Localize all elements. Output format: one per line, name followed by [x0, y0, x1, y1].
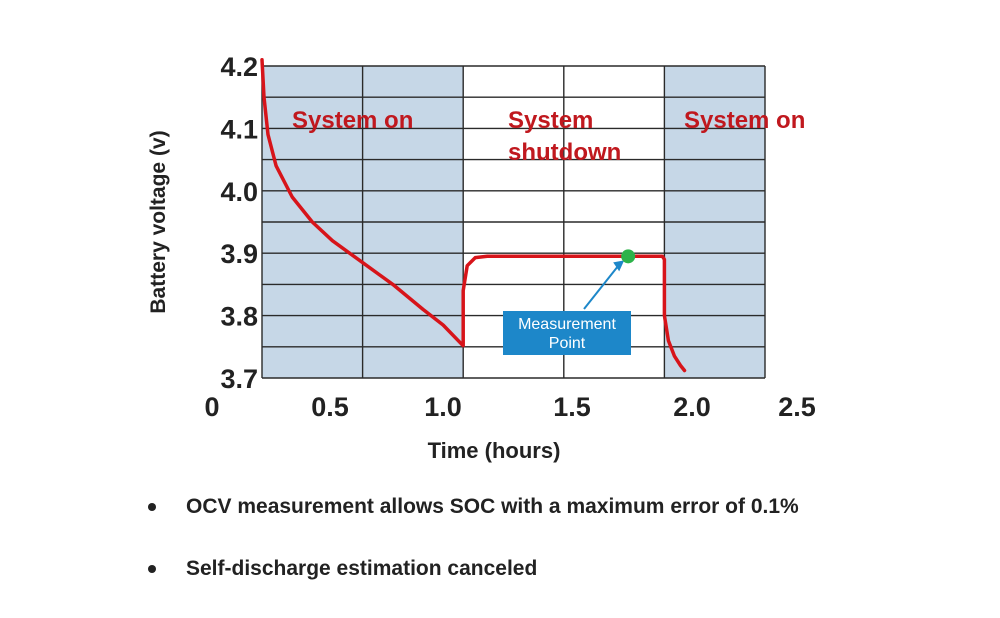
x-axis-label: Time (hours) — [428, 438, 561, 463]
callout-arrow — [583, 262, 621, 310]
measurement-callout: Measurement Point — [503, 249, 636, 355]
callout-label-line: Point — [549, 335, 586, 352]
measurement-point-marker — [621, 249, 636, 264]
callout-box — [503, 311, 631, 355]
callout-label: Measurement Point — [518, 316, 616, 352]
bullet-item: OCV measurement allows SOC with a maximu… — [148, 490, 799, 524]
bullet-text: OCV measurement allows SOC with a maximu… — [186, 495, 799, 518]
region-labels: System on System shutdown System on — [292, 107, 805, 166]
bullet-dot — [148, 503, 156, 511]
x-tick-label: 1.5 — [553, 392, 591, 422]
region-label-line: shutdown — [508, 139, 621, 166]
callout-label-line: Measurement — [518, 316, 616, 333]
voltage-line — [260, 58, 687, 373]
x-tick-label: 0 — [204, 392, 219, 422]
x-tick-label: 0.5 — [311, 392, 349, 422]
tick-labels: 3.7 3.8 3.9 4.0 4.1 4.2 0 0.5 1.0 1.5 2.0 2.5 — [204, 52, 815, 422]
bullet-text: Self-discharge estimation canceled — [186, 557, 538, 580]
x-tick-label: 2.5 — [778, 392, 816, 422]
y-tick-label: 4.1 — [220, 114, 258, 144]
region-label-line: System — [508, 107, 593, 134]
y-tick-label: 4.2 — [220, 52, 258, 82]
bullet-dot — [148, 565, 156, 573]
region-label: System on — [292, 107, 413, 134]
y-tick-label: 4.0 — [220, 177, 258, 207]
battery-voltage-chart: 3.7 3.8 3.9 4.0 4.1 4.2 0 0.5 1.0 1.5 2.0 2.5 Syste… — [147, 52, 816, 463]
bullet-item: Self-discharge estimation canceled — [148, 552, 799, 586]
region-label: System on — [684, 107, 805, 134]
x-tick-label: 1.0 — [424, 392, 462, 422]
callout-arrowhead — [613, 260, 625, 272]
y-axis-label: Battery voltage (v) — [147, 130, 170, 313]
y-tick-label: 3.9 — [220, 239, 258, 269]
y-tick-label: 3.8 — [220, 302, 258, 332]
region-label: System shutdown — [508, 107, 621, 166]
x-tick-label: 2.0 — [673, 392, 711, 422]
bullet-list: OCV measurement allows SOC with a maximu… — [148, 490, 799, 614]
y-tick-label: 3.7 — [220, 364, 258, 394]
